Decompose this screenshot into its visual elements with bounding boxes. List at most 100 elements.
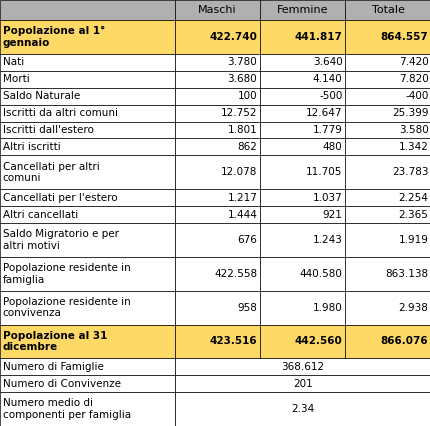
Text: 441.817: 441.817 xyxy=(294,32,342,42)
Text: -500: -500 xyxy=(319,91,342,101)
Bar xyxy=(344,121,430,138)
Bar xyxy=(259,257,344,291)
Bar xyxy=(344,88,430,105)
Bar xyxy=(174,0,259,20)
Bar xyxy=(344,71,430,88)
Bar xyxy=(0,291,174,325)
Text: 3.580: 3.580 xyxy=(398,125,427,135)
Bar xyxy=(0,358,174,375)
Bar xyxy=(344,138,430,155)
Text: 3.780: 3.780 xyxy=(227,58,257,67)
Bar xyxy=(174,325,259,358)
Text: Totale: Totale xyxy=(371,5,404,15)
Text: 12.752: 12.752 xyxy=(220,108,257,118)
Bar xyxy=(174,138,259,155)
Bar xyxy=(259,325,344,358)
Bar xyxy=(259,155,344,189)
Text: 1.243: 1.243 xyxy=(312,235,342,245)
Bar xyxy=(174,206,259,223)
Text: Saldo Migratorio e per
altri motivi: Saldo Migratorio e per altri motivi xyxy=(3,229,118,251)
Bar xyxy=(174,223,259,257)
Text: Popolazione al 1°
gennaio: Popolazione al 1° gennaio xyxy=(3,26,104,48)
Text: 368.612: 368.612 xyxy=(280,362,324,372)
Text: 422.740: 422.740 xyxy=(209,32,257,42)
Text: 480: 480 xyxy=(322,142,342,152)
Bar xyxy=(259,20,344,54)
Bar xyxy=(174,291,259,325)
Bar xyxy=(259,88,344,105)
Text: 100: 100 xyxy=(237,91,257,101)
Text: 7.820: 7.820 xyxy=(398,74,427,84)
Text: Iscritti da altri comuni: Iscritti da altri comuni xyxy=(3,108,117,118)
Text: 7.420: 7.420 xyxy=(398,58,427,67)
Bar xyxy=(174,155,259,189)
Text: 2.34: 2.34 xyxy=(291,404,313,414)
Text: Cancellati per altri
comuni: Cancellati per altri comuni xyxy=(3,161,99,183)
Text: 1.217: 1.217 xyxy=(227,193,257,203)
Bar xyxy=(174,121,259,138)
Bar xyxy=(0,257,174,291)
Bar xyxy=(0,155,174,189)
Bar xyxy=(259,71,344,88)
Bar xyxy=(259,206,344,223)
Text: 1.801: 1.801 xyxy=(227,125,257,135)
Text: 862: 862 xyxy=(237,142,257,152)
Text: 201: 201 xyxy=(292,379,312,389)
Text: Maschi: Maschi xyxy=(197,5,236,15)
Text: Numero medio di
componenti per famiglia: Numero medio di componenti per famiglia xyxy=(3,398,130,420)
Bar xyxy=(259,54,344,71)
Bar xyxy=(344,0,430,20)
Bar xyxy=(259,0,344,20)
Text: Morti: Morti xyxy=(3,74,29,84)
Bar xyxy=(0,138,174,155)
Bar xyxy=(174,392,430,426)
Bar xyxy=(0,54,174,71)
Bar xyxy=(344,223,430,257)
Bar xyxy=(259,223,344,257)
Bar xyxy=(0,121,174,138)
Text: 864.557: 864.557 xyxy=(380,32,427,42)
Bar xyxy=(344,155,430,189)
Text: 863.138: 863.138 xyxy=(384,269,427,279)
Bar xyxy=(174,257,259,291)
Bar xyxy=(344,105,430,121)
Text: 23.783: 23.783 xyxy=(391,167,427,177)
Bar xyxy=(0,88,174,105)
Bar xyxy=(174,358,430,375)
Text: 2.254: 2.254 xyxy=(398,193,427,203)
Bar xyxy=(344,54,430,71)
Text: 1.980: 1.980 xyxy=(312,302,342,313)
Text: Altri cancellati: Altri cancellati xyxy=(3,210,78,219)
Text: Altri iscritti: Altri iscritti xyxy=(3,142,60,152)
Text: 1.037: 1.037 xyxy=(312,193,342,203)
Bar xyxy=(174,88,259,105)
Text: Popolazione al 31
dicembre: Popolazione al 31 dicembre xyxy=(3,331,107,352)
Bar xyxy=(0,0,174,20)
Bar xyxy=(344,206,430,223)
Text: 11.705: 11.705 xyxy=(306,167,342,177)
Bar xyxy=(0,105,174,121)
Bar xyxy=(344,20,430,54)
Text: 12.078: 12.078 xyxy=(221,167,257,177)
Text: 921: 921 xyxy=(322,210,342,219)
Bar xyxy=(174,189,259,206)
Bar xyxy=(344,291,430,325)
Bar xyxy=(259,121,344,138)
Text: 12.647: 12.647 xyxy=(305,108,342,118)
Text: Numero di Famiglie: Numero di Famiglie xyxy=(3,362,103,372)
Text: 4.140: 4.140 xyxy=(312,74,342,84)
Text: 3.640: 3.640 xyxy=(312,58,342,67)
Bar xyxy=(174,71,259,88)
Bar xyxy=(344,189,430,206)
Bar xyxy=(0,223,174,257)
Text: 676: 676 xyxy=(237,235,257,245)
Text: 1.444: 1.444 xyxy=(227,210,257,219)
Text: 1.342: 1.342 xyxy=(398,142,427,152)
Text: 423.516: 423.516 xyxy=(209,337,257,346)
Bar xyxy=(174,54,259,71)
Text: Iscritti dall'estero: Iscritti dall'estero xyxy=(3,125,93,135)
Bar xyxy=(174,375,430,392)
Text: 958: 958 xyxy=(237,302,257,313)
Bar xyxy=(259,138,344,155)
Text: -400: -400 xyxy=(404,91,427,101)
